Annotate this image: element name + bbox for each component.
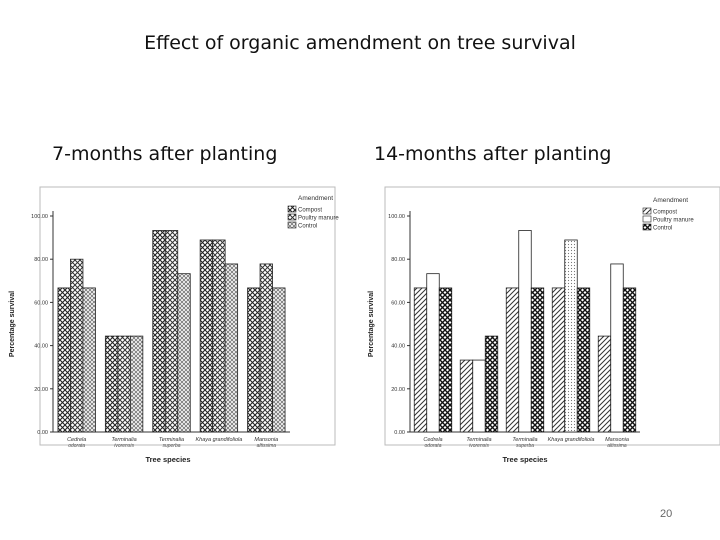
- legend-entry: Poultry manure: [298, 216, 339, 222]
- bar: [104, 335, 119, 433]
- bar: [413, 287, 428, 433]
- bar: [484, 335, 499, 433]
- y-tick-label: 80.00: [34, 257, 48, 263]
- x-tick-label: Terminalia: [512, 437, 537, 443]
- x-tick-label: Khaya grandifoliola: [548, 437, 595, 443]
- bar: [622, 287, 637, 433]
- y-tick-label: 20.00: [391, 387, 405, 393]
- legend-entry: Poultry manure: [653, 218, 694, 224]
- x-tick-label: Mansonia: [254, 437, 278, 443]
- bar: [224, 263, 239, 433]
- bar: [518, 230, 532, 433]
- bar: [199, 239, 214, 433]
- legend-swatch: [287, 221, 297, 229]
- chart-2: 0.00 20.00 40.00 60.00 80.00 100.00 Percentage…: [368, 186, 720, 464]
- bar: [57, 287, 71, 433]
- bar: [129, 335, 144, 433]
- bar: [259, 263, 273, 433]
- bar: [564, 239, 578, 433]
- legend-swatch: [642, 207, 652, 215]
- y-axis-label: Percentage survival: [368, 291, 375, 357]
- page-number: 20: [660, 508, 673, 520]
- legend-entry: Control: [298, 224, 317, 230]
- legend-entry: Compost: [298, 208, 322, 214]
- y-tick-label: 0.00: [394, 430, 405, 436]
- chart-frame: [39, 186, 336, 446]
- x-tick-label: Cedrela: [423, 437, 442, 443]
- x-axis-label: Tree species: [145, 455, 190, 464]
- x-tick-label: odorata: [425, 443, 442, 449]
- bar: [247, 287, 261, 433]
- legend: Amendment Compost Poultry manure Control: [287, 195, 339, 230]
- x-tick-label: altissima: [607, 443, 627, 449]
- bar: [438, 287, 453, 433]
- bar: [576, 287, 591, 433]
- bar: [505, 287, 520, 433]
- legend-title: Amendment: [298, 195, 333, 202]
- legend-swatch: [287, 205, 297, 213]
- y-axis-label: Percentage survival: [9, 291, 16, 357]
- bar: [459, 359, 474, 433]
- x-tick-label: Terminalia: [112, 437, 137, 443]
- x-tick-label: Khaya grandifoliola: [196, 437, 243, 443]
- legend-entry: Control: [653, 226, 672, 232]
- bar: [530, 287, 545, 433]
- chart-frame: [384, 186, 720, 446]
- legend-swatch: [642, 223, 652, 231]
- bar: [177, 273, 191, 433]
- x-tick-label: ivorensis: [114, 443, 134, 449]
- y-tick-label: 40.00: [34, 344, 48, 350]
- y-tick-label: 100.00: [388, 214, 405, 220]
- x-axis-label: Tree species: [502, 455, 547, 464]
- chart1-title: 7-months after planting: [52, 143, 278, 165]
- y-tick-label: 80.00: [391, 257, 405, 263]
- y-tick-label: 0.00: [37, 430, 48, 436]
- x-tick-label: superba: [162, 443, 180, 449]
- chart-1: 0.00 20.00 40.00 60.00 80.00 100.00 Percentage…: [9, 186, 339, 464]
- bar: [164, 230, 179, 433]
- x-tick-label: altissima: [257, 443, 277, 449]
- slide-title: Effect of organic amendment on tree surv…: [144, 32, 576, 54]
- legend: Amendment Compost Poultry manure Control: [642, 197, 694, 232]
- y-tick-label: 40.00: [391, 344, 405, 350]
- x-tick-label: Terminalia: [159, 437, 184, 443]
- y-tick-label: 100.00: [31, 214, 48, 220]
- y-tick-label: 60.00: [34, 300, 48, 306]
- bar: [597, 335, 612, 433]
- bar: [70, 258, 84, 433]
- x-tick-label: ivorensis: [469, 443, 489, 449]
- bar: [472, 359, 486, 433]
- bar: [610, 263, 624, 433]
- x-tick-label: odorata: [68, 443, 85, 449]
- bar: [82, 287, 96, 433]
- legend-title: Amendment: [653, 197, 688, 204]
- bar: [272, 287, 286, 433]
- x-tick-label: superba: [516, 443, 534, 449]
- bar: [212, 239, 226, 433]
- legend-swatch: [642, 215, 652, 223]
- bar: [117, 335, 131, 433]
- legend-swatch: [287, 213, 297, 221]
- x-tick-label: Mansonia: [605, 437, 629, 443]
- x-tick-label: Cedrela: [67, 437, 86, 443]
- legend-entry: Compost: [653, 210, 677, 216]
- y-tick-label: 20.00: [34, 387, 48, 393]
- chart2-title: 14-months after planting: [374, 143, 612, 165]
- x-tick-label: Terminalia: [466, 437, 491, 443]
- bar: [551, 287, 566, 433]
- y-tick-label: 60.00: [391, 300, 405, 306]
- bar: [152, 230, 166, 433]
- bar: [426, 273, 440, 433]
